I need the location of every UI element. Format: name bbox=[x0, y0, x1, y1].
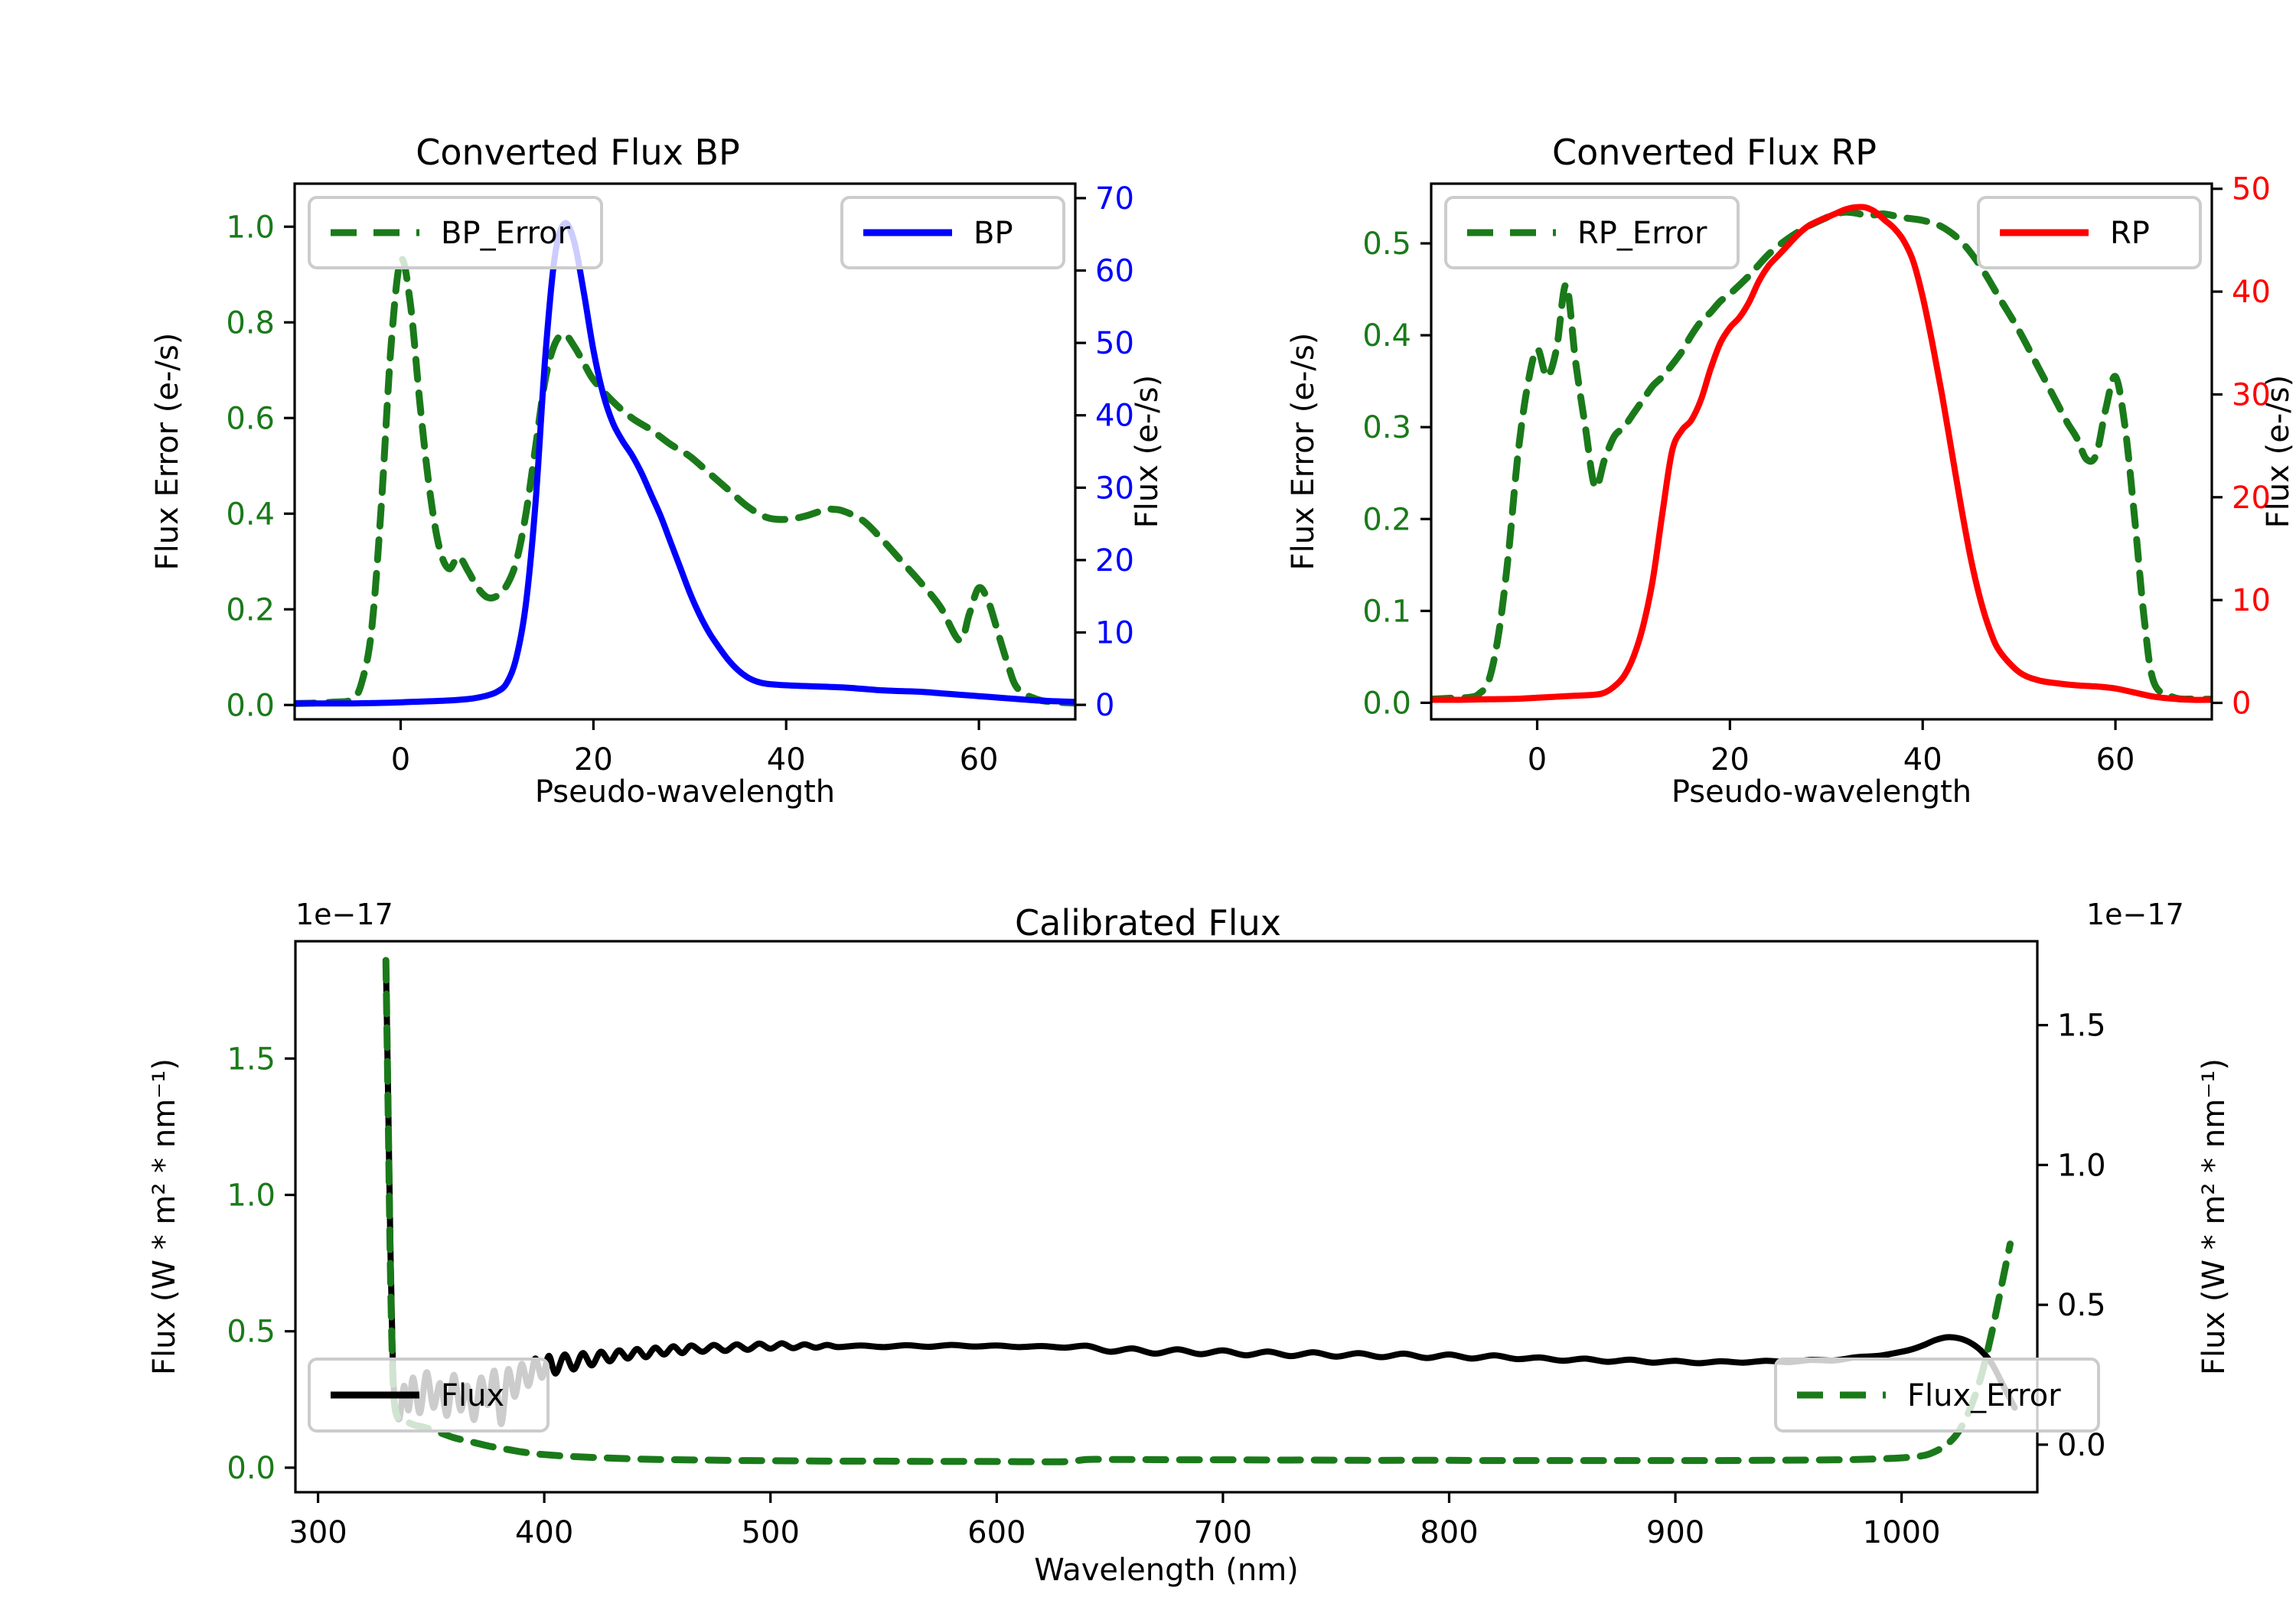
bp-ytick-left-label: 0.0 bbox=[226, 688, 275, 723]
bp-xlabel: Pseudo-wavelength bbox=[535, 774, 835, 810]
rp-ytick-left-label: 0.4 bbox=[1362, 318, 1411, 354]
panel-converted-flux-bp: Converted Flux BP 0 20 40 60 0.0 0.2 0.4 0.6 0.8… bbox=[0, 0, 1194, 826]
cal-legend-flux[interactable]: Flux bbox=[308, 1358, 550, 1433]
bp-svg: Converted Flux BP 0 20 40 60 0.0 0.2 0.4 0.6 0.8… bbox=[150, 132, 1165, 810]
cal-offset-left: 1e−17 bbox=[295, 898, 393, 931]
cal-ytick-left-label: 0.0 bbox=[227, 1451, 276, 1486]
bp-ytick-left-label: 0.8 bbox=[226, 305, 275, 341]
cal-ytick-left-label: 1.0 bbox=[227, 1178, 276, 1213]
bp-legend-error[interactable]: BP_Error bbox=[308, 196, 603, 269]
cal-offset-right: 1e−17 bbox=[2086, 898, 2184, 931]
rp-xtick-label: 0 bbox=[1528, 742, 1547, 777]
bp-plot-area bbox=[295, 220, 1075, 707]
bp-xtick-label: 20 bbox=[574, 742, 613, 777]
rp-ytick-right-label: 50 bbox=[2232, 172, 2271, 207]
bp-ytick-right-label: 10 bbox=[1095, 615, 1134, 650]
rp-ytick-left-label: 0.2 bbox=[1362, 502, 1411, 537]
cal-series-flux-error bbox=[382, 957, 2014, 1465]
bp-error-legend-label: BP_Error bbox=[441, 216, 571, 251]
bp-ytick-left-label: 0.2 bbox=[226, 592, 275, 627]
rp-ytick-right-label: 40 bbox=[2232, 275, 2271, 310]
cal-ytick-left-label: 1.5 bbox=[227, 1041, 276, 1077]
bp-ytick-right-label: 70 bbox=[1095, 181, 1134, 217]
rp-xtick-label: 60 bbox=[2096, 742, 2135, 777]
rp-ytick-left-label: 0.0 bbox=[1362, 686, 1411, 721]
bp-tick-group: 0 20 40 60 0.0 0.2 0.4 0.6 0.8 1.0 0 10 20 30 40 50 60 70 bbox=[226, 181, 1134, 777]
cal-xtick-label: 700 bbox=[1194, 1515, 1252, 1550]
cal-ylabel-right: Flux (W * m² * nm⁻¹) bbox=[2197, 1058, 2232, 1375]
bp-ytick-right-label: 40 bbox=[1095, 399, 1134, 434]
cal-xtick-label: 400 bbox=[515, 1515, 573, 1550]
rp-series-rp bbox=[1431, 204, 2212, 703]
bp-ylabel-right: Flux (e-/s) bbox=[1130, 375, 1165, 528]
cal-xtick-label: 800 bbox=[1420, 1515, 1478, 1550]
rp-error-legend-label: RP_Error bbox=[1577, 216, 1707, 251]
bp-xtick-label: 0 bbox=[391, 742, 410, 777]
cal-xtick-label: 300 bbox=[289, 1515, 347, 1550]
cal-ytick-right-label: 1.5 bbox=[2057, 1009, 2106, 1044]
rp-plot-area bbox=[1431, 204, 2212, 703]
rp-ylabel-right: Flux (e-/s) bbox=[2261, 375, 2296, 528]
cal-xlabel: Wavelength (nm) bbox=[1034, 1553, 1299, 1588]
cal-plot-area bbox=[382, 957, 2018, 1465]
bp-ytick-right-label: 60 bbox=[1095, 254, 1134, 289]
bp-legend-label: BP bbox=[974, 216, 1013, 251]
bp-series-bp bbox=[295, 220, 1075, 707]
cal-tick-group: 300 400 500 600 700 800 900 1000 0.0 0.5 1.0 1.5 0.0… bbox=[227, 1009, 2105, 1550]
cal-xtick-label: 1000 bbox=[1863, 1515, 1941, 1550]
cal-flux-legend-label: Flux bbox=[441, 1378, 504, 1413]
cal-xtick-label: 900 bbox=[1646, 1515, 1704, 1550]
bp-ytick-right-label: 30 bbox=[1095, 471, 1134, 506]
bp-ytick-left-label: 0.6 bbox=[226, 401, 275, 436]
rp-xlabel: Pseudo-wavelength bbox=[1671, 774, 1971, 810]
rp-ytick-right-label: 30 bbox=[2232, 377, 2271, 412]
rp-ylabel-left: Flux Error (e-/s) bbox=[1286, 333, 1321, 571]
cal-ytick-right-label: 0.5 bbox=[2057, 1288, 2106, 1323]
cal-xtick-label: 600 bbox=[967, 1515, 1026, 1550]
cal-ytick-right-label: 0.0 bbox=[2057, 1428, 2106, 1463]
rp-ytick-right-label: 20 bbox=[2232, 481, 2271, 516]
bp-ytick-right-label: 20 bbox=[1095, 543, 1134, 579]
bp-series-bp-error bbox=[295, 255, 1075, 707]
rp-ytick-right-label: 10 bbox=[2232, 583, 2271, 618]
rp-series-rp-error bbox=[1431, 208, 2212, 703]
rp-xtick-label: 20 bbox=[1711, 742, 1750, 777]
rp-legend-label: RP bbox=[2110, 216, 2150, 251]
rp-ytick-left-label: 0.1 bbox=[1362, 594, 1411, 629]
bp-legend-flux[interactable]: BP bbox=[840, 196, 1065, 269]
panel-converted-flux-rp: Converted Flux RP 0 20 40 60 0.0 0.1 0.2 0.3 0.4… bbox=[1148, 0, 2296, 826]
cal-ytick-left-label: 0.5 bbox=[227, 1315, 276, 1350]
cal-error-legend-label: Flux_Error bbox=[1907, 1378, 2061, 1413]
rp-ytick-left-label: 0.5 bbox=[1362, 227, 1411, 262]
rp-ytick-right-label: 0 bbox=[2232, 686, 2251, 722]
cal-svg: Calibrated Flux 1e−17 1e−17 300 400 500 600… bbox=[147, 898, 2232, 1588]
bp-ytick-right-label: 50 bbox=[1095, 326, 1134, 361]
cal-series-flux bbox=[383, 957, 2018, 1427]
bp-xtick-label: 60 bbox=[960, 742, 999, 777]
rp-legend-flux[interactable]: RP bbox=[1977, 196, 2202, 269]
cal-ylabel-left: Flux (W * m² * nm⁻¹) bbox=[147, 1058, 182, 1375]
rp-panel-title: Converted Flux RP bbox=[1552, 132, 1877, 173]
bp-ytick-left-label: 0.4 bbox=[226, 497, 275, 532]
rp-tick-group: 0 20 40 60 0.0 0.1 0.2 0.3 0.4 0.5 0 10 20 30 40 50 bbox=[1362, 172, 2271, 777]
bp-xtick-label: 40 bbox=[767, 742, 806, 777]
bp-axes-frame bbox=[293, 182, 1077, 721]
cal-xtick-label: 500 bbox=[742, 1515, 800, 1550]
cal-ytick-right-label: 1.0 bbox=[2057, 1148, 2106, 1183]
cal-legend-error[interactable]: Flux_Error bbox=[1774, 1358, 2100, 1433]
rp-xtick-label: 40 bbox=[1903, 742, 1942, 777]
bp-ytick-left-label: 1.0 bbox=[226, 210, 275, 245]
rp-ytick-left-label: 0.3 bbox=[1362, 410, 1411, 445]
bp-ytick-right-label: 0 bbox=[1095, 688, 1114, 723]
rp-legend-error[interactable]: RP_Error bbox=[1444, 196, 1740, 269]
rp-svg: Converted Flux RP 0 20 40 60 0.0 0.1 0.2 0.3 0.4… bbox=[1286, 132, 2296, 810]
bp-panel-title: Converted Flux BP bbox=[416, 132, 740, 173]
rp-axes-frame bbox=[1430, 182, 2213, 721]
cal-panel-title: Calibrated Flux bbox=[1015, 902, 1281, 944]
bp-ylabel-left: Flux Error (e-/s) bbox=[150, 333, 185, 571]
cal-axes-frame bbox=[294, 940, 2039, 1494]
panel-calibrated-flux: Calibrated Flux 1e−17 1e−17 300 400 500 600… bbox=[0, 826, 2296, 1607]
